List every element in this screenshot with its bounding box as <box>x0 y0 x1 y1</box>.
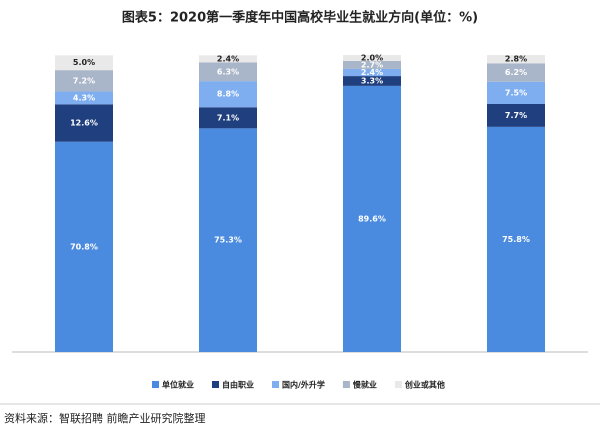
value-label: 12.6% <box>70 119 98 128</box>
value-label: 70.8% <box>70 242 98 251</box>
value-label: 3.3% <box>361 76 383 85</box>
value-label: 8.8% <box>217 90 239 99</box>
bar-segment <box>199 107 257 129</box>
value-label: 6.2% <box>505 68 527 77</box>
bar-segment <box>55 55 113 71</box>
value-label: 2.4% <box>361 68 383 77</box>
bar-segment <box>487 104 545 127</box>
value-label: 7.5% <box>505 88 527 97</box>
bar-segment <box>487 81 545 105</box>
legend-swatch <box>212 381 219 388</box>
bar-segment <box>343 55 401 61</box>
bar-segment <box>55 91 113 105</box>
value-label: 2.8% <box>505 55 527 64</box>
bar-segment <box>199 81 257 108</box>
bar-segment <box>199 128 257 352</box>
bar-segment <box>343 85 401 352</box>
value-label: 75.3% <box>214 236 242 245</box>
bar-segment <box>199 62 257 82</box>
legend-swatch <box>342 381 350 388</box>
source-note: 资料来源：智联招聘 前瞻产业研究院整理 <box>4 411 206 425</box>
bar-segment <box>55 104 113 142</box>
legend-label: 国内/外升学 <box>282 380 325 390</box>
legend-label: 创业或其他 <box>404 380 445 390</box>
legend-swatch <box>272 381 279 388</box>
value-label: 7.1% <box>217 113 239 122</box>
value-label: 6.3% <box>217 67 239 76</box>
bar-segment <box>343 60 401 69</box>
bar-segment <box>55 141 113 352</box>
value-label: 2.4% <box>217 54 239 63</box>
value-label: 4.3% <box>73 93 95 102</box>
bar-segment <box>487 63 545 82</box>
value-label: 89.6% <box>358 214 386 223</box>
bar-segment <box>343 76 401 86</box>
legend-label: 自由职业 <box>222 380 254 390</box>
value-label: 5.0% <box>73 58 95 67</box>
bar-segment <box>487 126 545 353</box>
value-label: 75.8% <box>502 235 530 244</box>
legend-label: 单位就业 <box>162 380 194 390</box>
bar-segment <box>487 55 545 64</box>
value-label: 7.2% <box>73 76 95 85</box>
value-label: 7.7% <box>505 111 527 120</box>
value-label: 2.0% <box>361 53 383 62</box>
bar-segment <box>199 55 257 63</box>
legend-swatch <box>394 381 402 388</box>
value-label: 2.7% <box>361 60 383 69</box>
legend-label: 慢就业 <box>353 380 377 390</box>
bar-segment <box>55 70 113 92</box>
chart-title: 图表5：2020第一季度年中国高校毕业生就业方向(单位：%) <box>122 10 478 26</box>
legend-swatch <box>152 381 159 388</box>
bar-segment <box>343 68 401 77</box>
